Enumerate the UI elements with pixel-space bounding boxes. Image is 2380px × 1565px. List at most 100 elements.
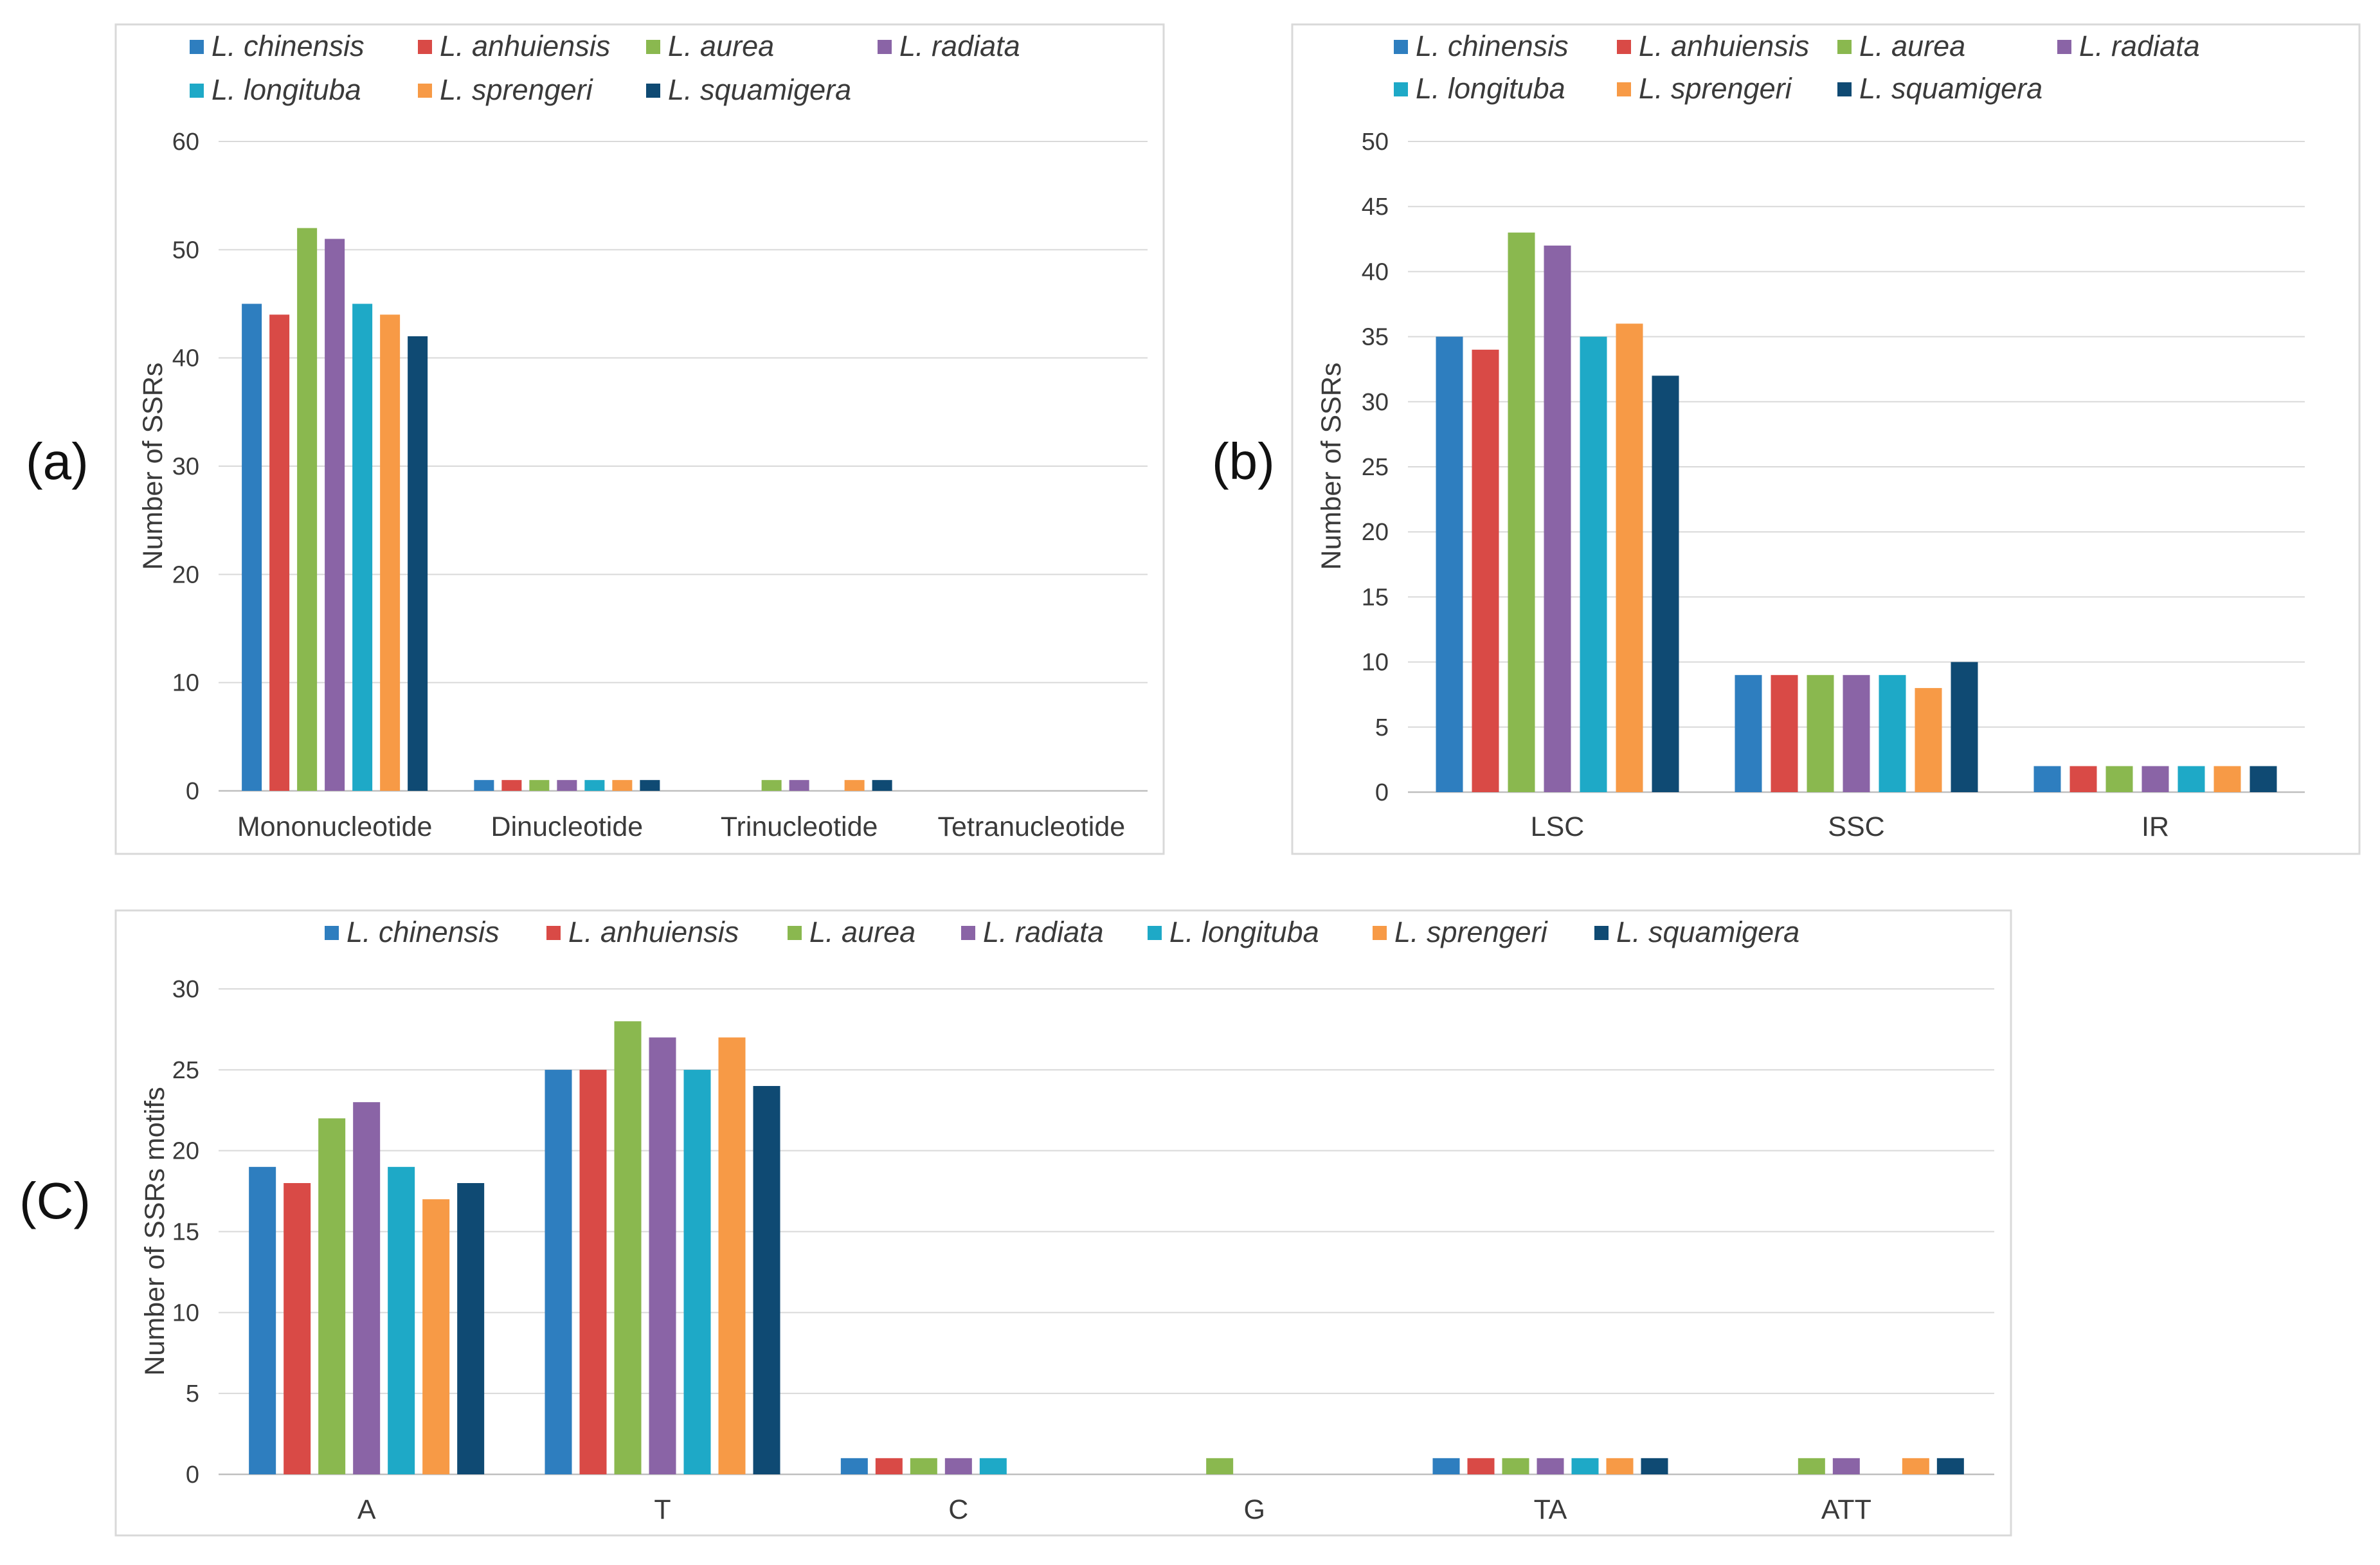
bar xyxy=(1936,1458,1964,1474)
bar xyxy=(1544,245,1571,792)
legend-swatch xyxy=(646,84,660,98)
legend-swatch xyxy=(878,40,892,54)
y-axis-label: Number of SSRs xyxy=(138,363,168,570)
panel-a-label: (a) xyxy=(26,433,89,490)
legend-label: L. squamigera xyxy=(668,73,851,106)
legend-swatch xyxy=(646,40,660,54)
legend-label: L. sprengeri xyxy=(1639,72,1793,105)
bar xyxy=(249,1166,276,1474)
bar xyxy=(649,1037,676,1474)
y-tick-label: 20 xyxy=(172,561,199,588)
x-tick-label: G xyxy=(1243,1494,1265,1525)
bar xyxy=(2069,766,2097,792)
bar xyxy=(584,780,605,791)
legend-swatch xyxy=(1148,926,1162,940)
bar xyxy=(2249,766,2277,792)
bar xyxy=(1206,1458,1234,1474)
legend-swatch xyxy=(1373,926,1387,940)
y-tick-label: 30 xyxy=(1362,389,1389,416)
y-tick-label: 20 xyxy=(172,1138,199,1165)
legend-label: L. radiata xyxy=(899,30,1020,62)
bar xyxy=(1571,1458,1599,1474)
legend-label: L. aurea xyxy=(668,30,774,62)
bar xyxy=(529,780,550,791)
bar xyxy=(352,303,373,791)
y-tick-label: 40 xyxy=(172,345,199,372)
bar xyxy=(1843,674,1870,792)
x-tick-label: C xyxy=(948,1494,968,1525)
legend-swatch xyxy=(546,926,561,940)
bar xyxy=(1798,1458,1825,1474)
y-tick-label: 5 xyxy=(1375,714,1389,741)
x-tick-label: ATT xyxy=(1821,1494,1871,1525)
bar xyxy=(242,303,262,791)
panel-a-frame xyxy=(114,23,1165,855)
bar xyxy=(718,1037,746,1474)
legend-label: L. longituba xyxy=(1416,72,1565,105)
y-tick-label: 10 xyxy=(172,670,199,697)
legend-swatch xyxy=(190,40,204,54)
legend-swatch xyxy=(2057,40,2071,54)
bar xyxy=(269,314,290,791)
bar xyxy=(1436,336,1463,792)
y-tick-label: 30 xyxy=(172,453,199,480)
y-tick-label: 35 xyxy=(1362,324,1389,351)
bar xyxy=(2177,766,2205,792)
legend-swatch xyxy=(961,926,975,940)
legend-swatch xyxy=(1617,82,1631,96)
bar xyxy=(297,228,318,792)
x-tick-label: Dinucleotide xyxy=(491,811,644,842)
bar xyxy=(789,780,809,791)
x-tick-label: Trinucleotide xyxy=(721,811,878,842)
y-axis-label: Number of SSRs xyxy=(1316,363,1347,570)
bar xyxy=(1879,674,1906,792)
bar xyxy=(1771,674,1798,792)
legend-swatch xyxy=(325,926,339,940)
legend-label: L. chinensis xyxy=(347,916,500,948)
bar xyxy=(612,780,633,791)
legend-label: L. anhuiensis xyxy=(1639,30,1809,62)
legend-label: L. radiata xyxy=(2079,30,2200,62)
x-tick-label: LSC xyxy=(1531,811,1585,842)
bar xyxy=(557,780,577,791)
bar xyxy=(979,1458,1007,1474)
bar xyxy=(353,1102,381,1474)
legend-label: L. sprengeri xyxy=(1394,916,1549,948)
x-tick-label: A xyxy=(357,1494,376,1525)
bar xyxy=(1472,349,1499,792)
bar xyxy=(1467,1458,1495,1474)
bar xyxy=(1502,1458,1529,1474)
x-tick-label: Mononucleotide xyxy=(237,811,433,842)
y-tick-label: 0 xyxy=(1375,779,1389,806)
legend-label: L. chinensis xyxy=(212,30,365,62)
bar xyxy=(2141,766,2169,792)
y-tick-label: 25 xyxy=(1362,454,1389,481)
bar xyxy=(284,1183,311,1474)
bar xyxy=(380,314,401,791)
legend-label: L. squamigera xyxy=(1616,916,1799,948)
bar xyxy=(2105,766,2133,792)
y-tick-label: 0 xyxy=(186,1461,199,1488)
bar xyxy=(1641,1458,1668,1474)
bar xyxy=(872,780,892,791)
bar xyxy=(840,1458,868,1474)
bar xyxy=(2033,766,2061,792)
bar xyxy=(683,1069,711,1474)
y-tick-label: 10 xyxy=(172,1299,199,1326)
panel-b-label: (b) xyxy=(1212,433,1275,490)
bar xyxy=(388,1166,415,1474)
bar xyxy=(501,780,522,791)
bar xyxy=(1807,674,1834,792)
bar xyxy=(1832,1458,1860,1474)
bar xyxy=(875,1458,903,1474)
bar xyxy=(614,1021,642,1474)
y-tick-label: 50 xyxy=(172,237,199,264)
legend-label: L. sprengeri xyxy=(440,73,594,106)
bar xyxy=(474,780,494,791)
bar xyxy=(422,1199,450,1474)
legend-label: L. aurea xyxy=(809,916,915,948)
legend-swatch xyxy=(788,926,802,940)
bar xyxy=(1606,1458,1634,1474)
legend-label: L. squamigera xyxy=(1859,72,2042,105)
